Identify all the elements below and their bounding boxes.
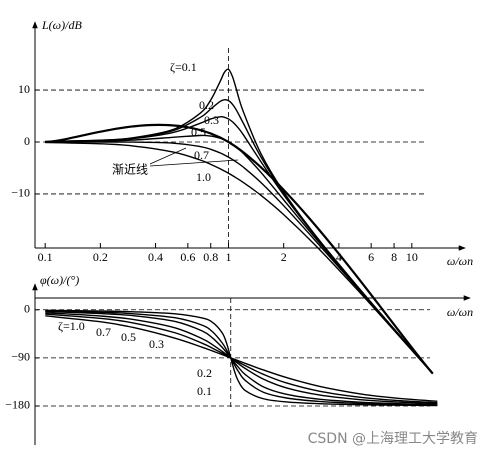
x-tick-label: 0.1 bbox=[38, 250, 53, 264]
series-label: 0.7 bbox=[194, 148, 209, 162]
curve bbox=[45, 310, 438, 406]
series-label: 0.3 bbox=[204, 113, 219, 127]
series-label: 1.0 bbox=[196, 170, 211, 184]
leader-line bbox=[149, 147, 187, 165]
x-tick-label: 0.2 bbox=[93, 250, 108, 264]
y-tick-label: 0 bbox=[24, 302, 30, 316]
y-tick-label: −90 bbox=[11, 350, 30, 364]
y-tick-label: 0 bbox=[24, 134, 30, 148]
x-tick-label: 10 bbox=[406, 250, 418, 264]
series-label: 0.2 bbox=[197, 366, 212, 380]
watermark: CSDN @上海理工大学教育 bbox=[308, 431, 478, 447]
y-tick-label: 10 bbox=[18, 82, 30, 96]
curve bbox=[45, 141, 434, 375]
x-tick-label: 0.6 bbox=[180, 250, 195, 264]
x-tick-label: 2 bbox=[281, 250, 287, 264]
x-tick-label: 4 bbox=[336, 250, 342, 264]
curve bbox=[45, 141, 434, 375]
y-tick-label: −180 bbox=[5, 398, 30, 412]
curve bbox=[45, 116, 434, 374]
series-label: 0.7 bbox=[96, 325, 111, 339]
x-axis-label: ω/ωn bbox=[447, 305, 473, 319]
x-tick-label: 6 bbox=[368, 250, 374, 264]
series-label: 0.5 bbox=[121, 330, 136, 344]
curve bbox=[45, 309, 438, 407]
series-label: 0.2 bbox=[199, 98, 214, 112]
series-label: ζ=1.0 bbox=[58, 319, 85, 333]
x-axis-label: ω/ωn bbox=[447, 254, 473, 268]
series-label: 渐近线 bbox=[112, 163, 148, 177]
leader-line bbox=[149, 159, 239, 167]
x-tick-label: 0.4 bbox=[148, 250, 163, 264]
x-tick-label: 0.8 bbox=[203, 250, 218, 264]
series-label: 0.3 bbox=[149, 337, 164, 351]
x-tick-label: 1 bbox=[226, 250, 232, 264]
asymptote bbox=[45, 123, 434, 375]
series-label: ζ=0.1 bbox=[170, 60, 197, 74]
series-label: 0.1 bbox=[197, 384, 212, 398]
x-tick-label: 8 bbox=[391, 250, 397, 264]
y-axis-label: L(ω)/dB bbox=[41, 18, 82, 32]
y-axis-label: φ(ω)/(°) bbox=[40, 273, 79, 287]
y-tick-label: −10 bbox=[11, 186, 30, 200]
